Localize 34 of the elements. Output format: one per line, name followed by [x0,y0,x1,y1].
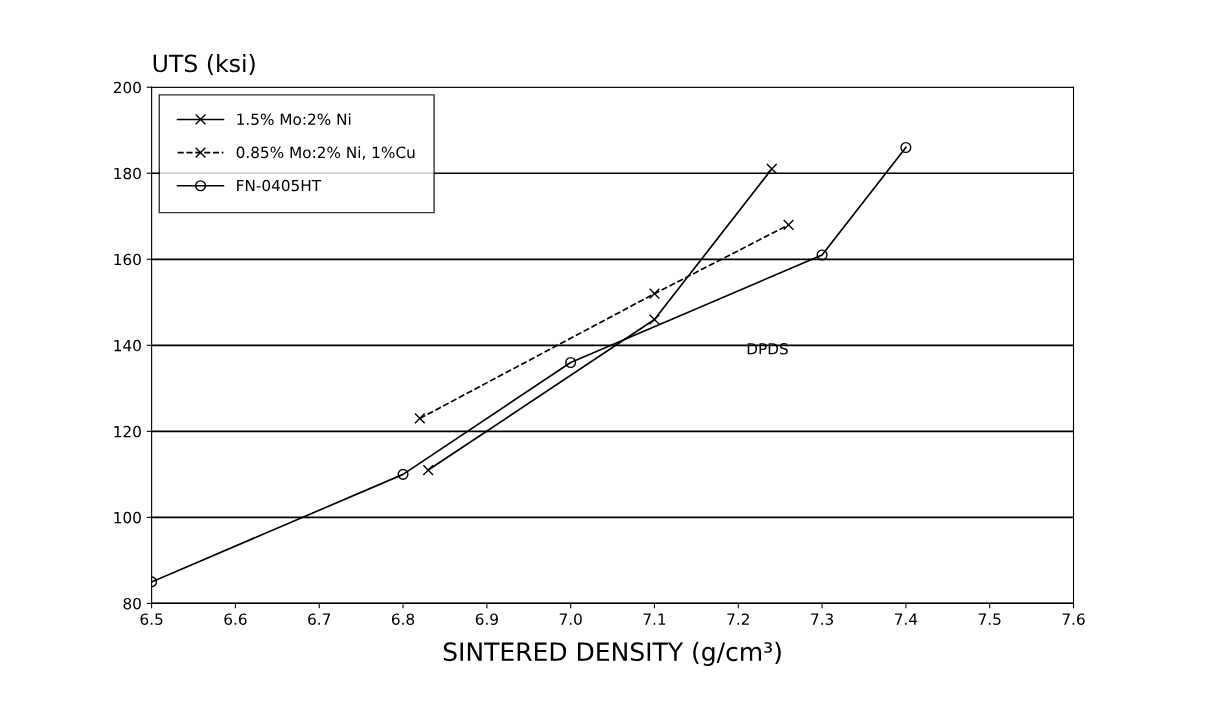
legend-label: 0.85% Mo:2% Ni, 1%Cu [236,146,415,160]
y-tick-label: 200 [113,81,141,94]
x-tick-label: 7.3 [811,613,834,625]
x-tick-label: 7.0 [559,613,582,625]
x-tick-label: 7.4 [895,613,918,625]
point [783,219,795,231]
point [414,412,426,425]
point [422,464,434,476]
x-tick-label: 7.6 [1062,613,1085,625]
point [766,163,778,175]
x-tick-label: 6.9 [475,613,498,625]
point [565,356,577,369]
x-tick-label: 7.2 [727,613,749,625]
point [397,468,409,480]
legend-label: 1.5% Mo:2% Ni [237,113,351,126]
x-tick-label: 6.7 [308,613,331,625]
point [648,313,661,326]
y-tick-label: 160 [114,253,141,266]
y-tick-label: 120 [114,425,141,438]
point [648,288,661,300]
point [900,141,912,154]
legend-label: FN-0405HT [237,179,322,192]
y-tick-label: 80 [123,597,141,610]
x-tick-label: 6.8 [391,613,415,625]
y-tick-label: 180 [114,167,141,180]
x-tick-label: 7.5 [978,613,1001,625]
point [816,249,828,261]
x-tick-label: 7.1 [643,613,666,625]
y-tick-label: 140 [114,339,141,352]
x-tick-label: 6.6 [224,613,247,625]
x-tick-label: 6.5 [140,613,163,625]
y-axis-title: UTS (ksi) [153,54,255,76]
x-axis-title: SINTERED DENSITY (g/cm³) [443,641,781,666]
y-tick-label: 100 [114,511,141,524]
